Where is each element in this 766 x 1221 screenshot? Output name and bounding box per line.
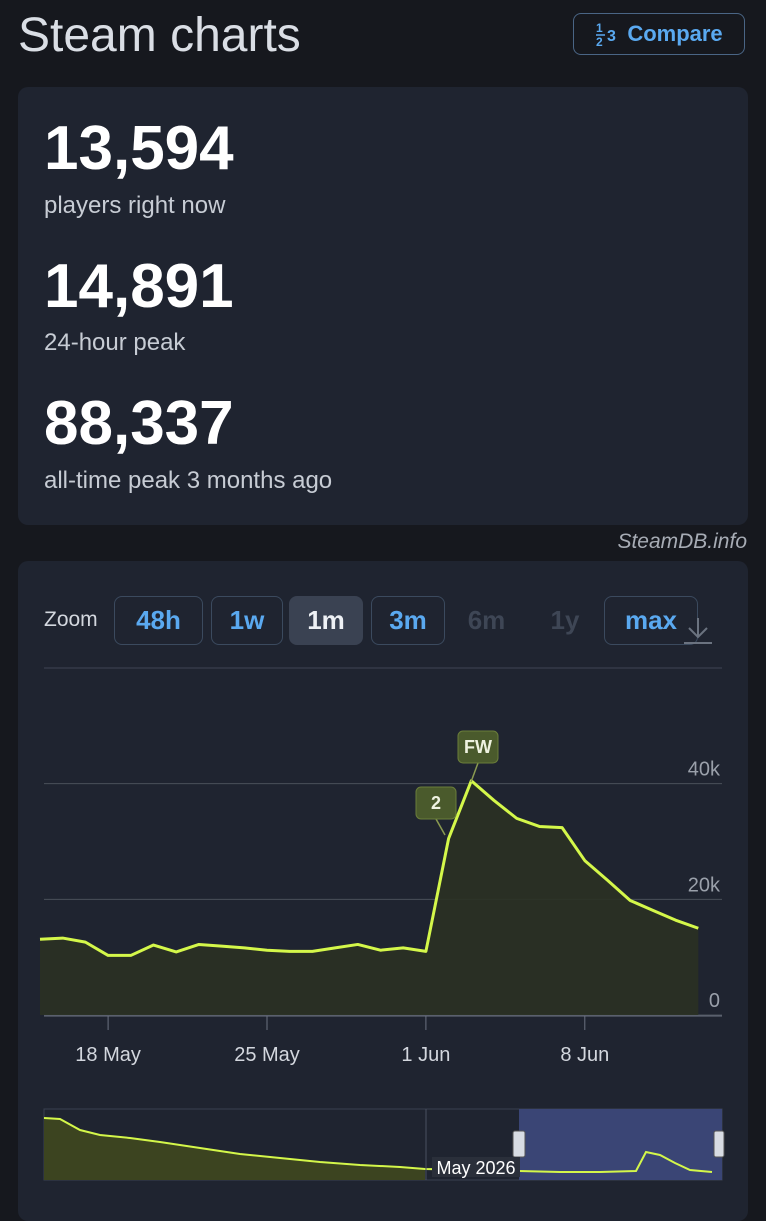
stat-value: 14,891 (44, 252, 234, 321)
stat-label: players right now (44, 192, 226, 219)
stat-value: 13,594 (44, 114, 234, 183)
zoom-label: Zoom (44, 608, 98, 631)
stats-card (18, 87, 748, 525)
navigator-handle[interactable] (713, 1130, 725, 1158)
x-tick-label: 1 Jun (401, 1044, 450, 1066)
zoom-button[interactable]: 1w (211, 596, 283, 645)
stat-label: all-time peak 3 months ago (44, 467, 333, 494)
y-tick-label: 0 (709, 990, 720, 1012)
y-tick-label: 20k (688, 874, 721, 896)
page-title: Steam charts (18, 9, 301, 62)
navigator-label-bg (432, 1157, 520, 1177)
download-icon[interactable] (684, 618, 712, 644)
zoom-button[interactable]: 48h (114, 596, 203, 645)
svg-text:1: 1 (596, 21, 603, 35)
zoom-button[interactable]: 1m (289, 596, 363, 645)
x-tick-label: 18 May (75, 1044, 141, 1066)
zoom-button: 1y (550, 605, 580, 635)
svg-text:2: 2 (596, 35, 603, 47)
annotation-label: FW (464, 737, 492, 757)
series-line (39, 779, 699, 957)
navigator-label: May 2026 (436, 1158, 515, 1178)
zoom-button[interactable]: max (604, 596, 698, 645)
annotation-pointer (435, 818, 446, 836)
annotation-pointer (470, 762, 479, 783)
stat-value: 88,337 (44, 389, 234, 458)
zoom-button: 6m (467, 605, 506, 635)
stat-label: 24-hour peak (44, 329, 186, 356)
compare-label: Compare (627, 21, 723, 46)
x-tick-label: 8 Jun (560, 1044, 609, 1066)
navigator-area (44, 1118, 425, 1180)
zoom-button[interactable]: 3m (371, 596, 445, 645)
source-credit: SteamDB.info (617, 530, 747, 553)
svg-text:3: 3 (607, 28, 616, 45)
navigator-line (43, 1117, 521, 1172)
navigator-handle[interactable] (512, 1130, 526, 1158)
annotation-box (457, 730, 499, 764)
navigator: May 2026 (43, 1108, 725, 1181)
annotation-box (415, 786, 457, 820)
compare-icon: 12 3 (596, 21, 616, 47)
annotation-label: 2 (431, 793, 441, 813)
navigator-selected-line (518, 1150, 713, 1173)
series-area (40, 780, 699, 1015)
y-tick-label: 40k (688, 759, 721, 781)
x-tick-label: 25 May (234, 1044, 300, 1066)
